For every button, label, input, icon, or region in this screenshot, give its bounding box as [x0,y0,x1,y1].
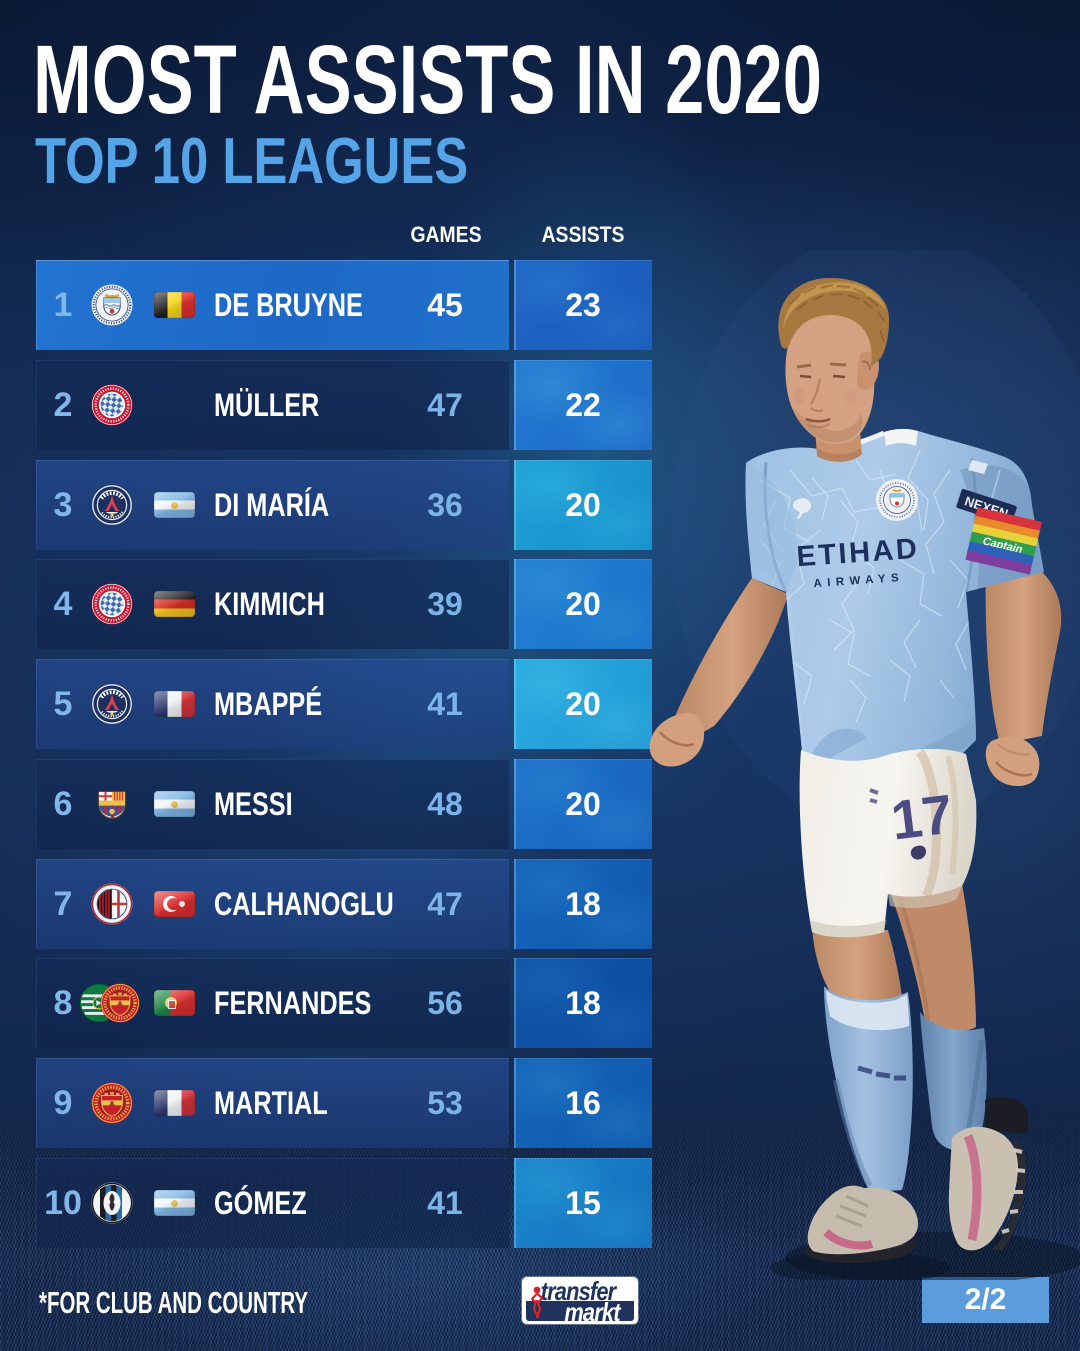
svg-text:17: 17 [888,783,956,852]
